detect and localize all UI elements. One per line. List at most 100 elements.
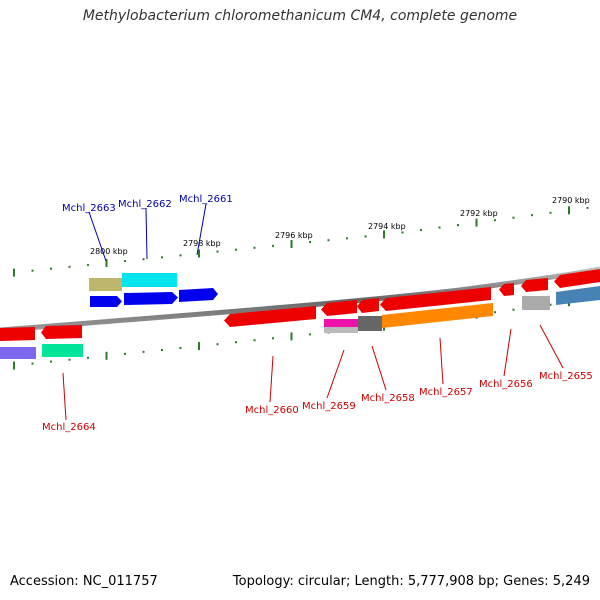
gene-label-mchl-2663: Mchl_2663 [62,203,116,214]
scale-tick [438,226,441,229]
gene-feature [124,292,178,305]
scale-tick [13,361,15,370]
gene-feature [90,296,122,307]
scale-label-2794: 2794 kbp [368,222,406,231]
scale-tick [68,265,71,268]
scale-tick [364,235,367,238]
gene-label-mchl-2664: Mchl_2664 [42,422,96,433]
gene-feature [522,296,550,310]
gene-feature [324,319,358,327]
scale-tick [87,356,89,359]
leader-line [539,324,564,369]
scale-label-2792: 2792 kbp [460,209,498,218]
scale-tick [198,249,200,258]
scale-label-2796: 2796 kbp [275,231,313,240]
gene-feature [521,278,548,292]
leader-line [269,355,274,403]
gene-feature [554,269,600,288]
scale-tick [87,263,89,266]
accession-text: Accession: NC_011757 [10,574,158,589]
scale-tick [105,351,108,360]
reverse-strand-features [0,269,600,359]
scale-tick [216,250,219,253]
scale-tick [512,216,515,219]
leader-line [371,345,387,391]
gene-feature [556,286,600,305]
gene-feature [0,327,35,341]
gene-feature [122,273,177,287]
scale-tick [586,206,589,209]
scale-tick [475,218,478,227]
gene-label-mchl-2657: Mchl_2657 [419,387,473,398]
gene-label-mchl-2655: Mchl_2655 [539,371,593,382]
scale-tick [13,268,15,277]
gene-feature [499,283,514,296]
gene-label-mchl-2659: Mchl_2659 [302,401,356,412]
scale-tick [124,352,126,355]
scale-tick [457,224,459,227]
scale-tick [161,256,163,259]
forward-strand-features [89,273,218,307]
scale-tick [272,244,274,247]
scale-tick [309,241,311,244]
gene-feature [224,306,316,327]
scale-tick [161,349,163,351]
gene-feature [89,278,122,291]
map-title: Methylobacterium chloromethanicum CM4, c… [82,8,518,24]
scale-label-2798: 2798 kbp [183,239,221,248]
leader-line [88,211,107,262]
gene-feature [382,303,493,328]
scale-tick [401,231,404,234]
gene-label-mchl-2656: Mchl_2656 [479,379,533,390]
scale-tick [327,239,330,242]
scale-tick [50,267,52,270]
gene-feature [324,327,358,333]
scale-tick [549,211,552,214]
scale-tick [494,219,496,222]
scale-ticks-upper [13,206,589,277]
scale-tick [420,229,422,231]
gene-label-mchl-2662: Mchl_2662 [118,199,172,210]
scale-label-2800: 2800 kbp [90,247,128,256]
scale-tick [216,343,219,346]
leader-line [145,207,148,260]
gene-feature [41,325,82,339]
leader-line [196,203,207,256]
gene-feature [0,347,36,359]
scale-tick [309,333,311,336]
gene-label-mchl-2661: Mchl_2661 [179,194,233,205]
scale-tick [235,341,237,344]
scale-tick [568,206,570,215]
gene-label-mchl-2660: Mchl_2660 [245,405,299,416]
scale-tick [235,248,237,251]
genome-stats-text: Topology: circular; Length: 5,777,908 bp… [232,574,590,589]
gene-feature [358,316,382,331]
scale-tick [512,308,515,311]
scale-tick [142,350,145,353]
scale-tick [142,258,145,261]
leader-line [439,337,444,385]
scale-tick [290,240,293,248]
scale-tick [494,311,496,314]
genome-backbone [0,266,600,333]
scale-tick [179,254,182,257]
scale-tick [253,339,256,342]
scale-tick [253,246,256,249]
scale-tick [290,332,293,341]
gene-feature [179,288,218,302]
scale-tick [68,358,71,361]
scale-tick [124,260,126,263]
gene-feature [321,300,357,316]
scale-tick [272,337,274,340]
scale-tick [383,230,385,239]
leader-line [503,328,512,377]
scale-tick [346,237,348,240]
gene-label-mchl-2658: Mchl_2658 [361,393,415,404]
leader-line [326,349,345,399]
leader-line [62,372,67,421]
scale-label-2790: 2790 kbp [552,196,590,205]
gene-leader-lines [62,203,564,421]
gene-feature [42,344,83,357]
gene-feature [380,287,491,311]
